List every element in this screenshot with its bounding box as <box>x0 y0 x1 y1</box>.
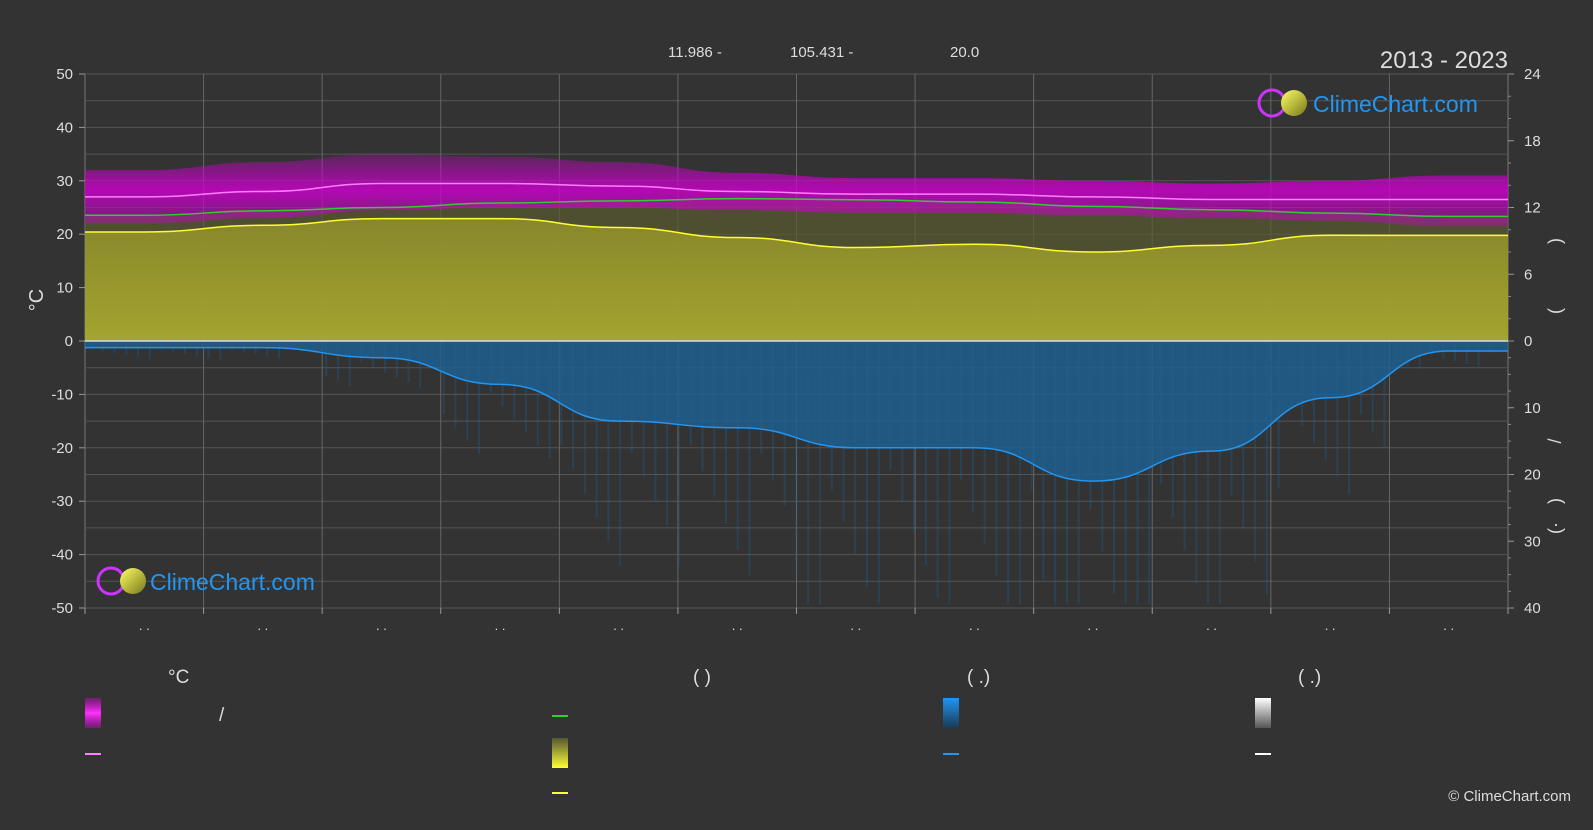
legend-header-temperature: °C <box>168 667 189 688</box>
mean-temperature-line <box>85 182 1508 201</box>
left-tick-label: 50 <box>56 66 73 83</box>
series-lines <box>84 182 1508 482</box>
daylight-line <box>84 197 1508 218</box>
right-upper-tick-label: 6 <box>1524 266 1532 283</box>
right-lower-tick-label: 30 <box>1524 533 1541 550</box>
brand-logo-bottom: ClimeChart.com <box>96 566 315 596</box>
left-tick-label: 40 <box>56 119 73 136</box>
right-upper-tick-label: 0 <box>1524 333 1532 350</box>
legend-temp-range-sep: / <box>219 705 225 726</box>
month-label: . . <box>376 618 387 633</box>
legend-line-sunshine <box>552 792 568 794</box>
header-coord-alt: 20.0 <box>950 44 979 61</box>
right-upper-tick-label: 18 <box>1524 133 1541 150</box>
right-upper-tick-label: 12 <box>1524 200 1541 217</box>
left-tick-label: 0 <box>65 333 73 350</box>
legend-line-daylight <box>552 715 568 717</box>
month-label: . . <box>1088 618 1099 633</box>
month-label: . . <box>969 618 980 633</box>
legend-line-snow <box>1255 753 1271 755</box>
left-tick-label: -40 <box>51 547 73 564</box>
sunshine-line <box>84 217 1508 253</box>
left-tick-label: -30 <box>51 493 73 510</box>
left-tick-label: -10 <box>51 386 73 403</box>
rain-area <box>85 341 1508 482</box>
header-coord-lon: 105.431 - <box>790 44 853 61</box>
header-coord-lat: 11.986 - <box>668 44 722 61</box>
month-label: . . <box>257 618 268 633</box>
logo-sun-icon <box>1281 90 1307 116</box>
right-axis-lower-frag-2: ) <box>1545 498 1565 504</box>
copyright-notice: © ClimeChart.com <box>1448 788 1571 805</box>
legend-header-rain: ( .) <box>967 667 990 688</box>
right-axis-lower-frag-1: / <box>1545 438 1565 443</box>
month-label: . . <box>1325 618 1336 633</box>
month-label: . . <box>613 618 624 633</box>
month-label: . . <box>732 618 743 633</box>
month-label: . . <box>139 618 150 633</box>
brand-name-bottom: ClimeChart.com <box>150 569 315 595</box>
rain-line <box>85 346 1508 482</box>
month-label: . . <box>850 618 861 633</box>
month-label: . . <box>1206 618 1217 633</box>
left-tick-label: -20 <box>51 440 73 457</box>
brand-name-top: ClimeChart.com <box>1313 91 1478 117</box>
axes: 50 40 30 20 10 0 -10 -20 -30 -40 -50 24 18 12 6 0 10 20 30… <box>51 66 1540 633</box>
month-label: . . <box>495 618 506 633</box>
right-axis-upper-frag-1: ) <box>1545 238 1565 244</box>
legend-swatch-rain <box>943 698 959 728</box>
legend-header-sunshine: ( ) <box>693 667 711 688</box>
left-tick-label: 30 <box>56 173 73 190</box>
right-lower-tick-label: 20 <box>1524 467 1541 484</box>
right-axis-upper-frag-2: ( <box>1545 308 1565 314</box>
left-tick-label: 10 <box>56 280 73 297</box>
left-axis-title: °C <box>26 289 48 311</box>
right-lower-tick-label: 10 <box>1524 400 1541 417</box>
right-upper-tick-label: 24 <box>1524 66 1541 83</box>
area-fills <box>85 154 1508 604</box>
legend-swatch-snow <box>1255 698 1271 728</box>
left-tick-label: -50 <box>51 600 73 617</box>
logo-sun-icon <box>120 568 146 594</box>
legend-line-mean-temp <box>85 753 101 755</box>
right-lower-tick-label: 40 <box>1524 600 1541 617</box>
legend-swatch-temp-range <box>85 698 101 728</box>
left-tick-label: 20 <box>56 226 73 243</box>
brand-logo-top: ClimeChart.com <box>1257 88 1478 118</box>
right-axis-lower-frag-3: (· <box>1545 522 1565 534</box>
period-label: 2013 - 2023 <box>1380 47 1508 74</box>
month-label: . . <box>1443 618 1454 633</box>
legend-header-snow: ( .) <box>1298 667 1321 688</box>
legend-swatch-sunshine <box>552 738 568 768</box>
legend-line-rain <box>943 753 959 755</box>
